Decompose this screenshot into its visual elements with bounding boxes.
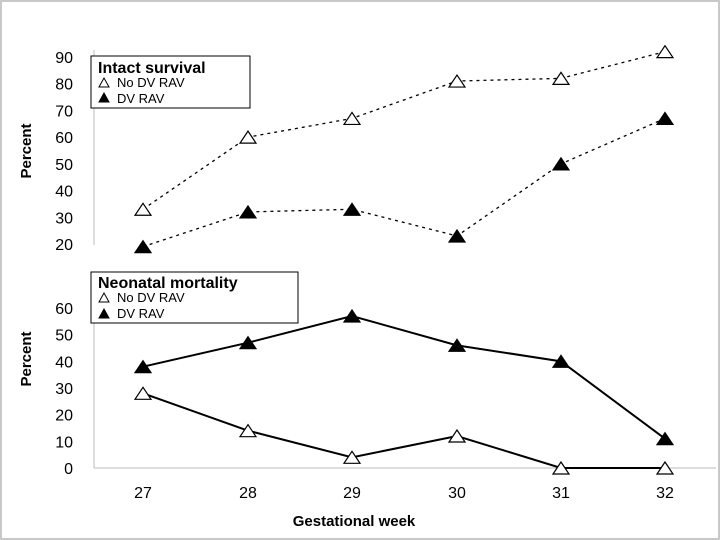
top-chart-point-dv-rav-28 [238,204,258,219]
xtick-27: 27 [134,485,152,502]
xtick-31: 31 [552,485,570,502]
top-chart-point-no-dv-rav-30 [447,73,467,88]
bottom-chart-ytick-20: 20 [55,408,73,425]
bottom-chart-ytick-30: 30 [55,381,73,398]
top-legend-open-triangle-icon [98,76,110,88]
bottom-chart-ytick-0: 0 [64,461,73,478]
bottom-chart-point-no-dv-rav-27 [133,386,153,400]
top-chart-point-no-dv-rav-28 [238,130,258,144]
xtick-30: 30 [448,485,466,502]
x-axis-label: Gestational week [293,513,416,530]
top-chart-ytick-80: 80 [55,77,73,94]
bottom-chart-ytick-10: 10 [55,434,73,451]
bottom-legend-box [90,271,299,324]
top-legend-title: Intact survival [98,60,206,77]
top-legend-item-dv-rav: DV RAV [117,91,165,106]
top-chart-ytick-30: 30 [55,210,73,227]
top-chart-ytick-90: 90 [55,50,73,67]
top-chart-legend: Intact survival No DV RAV DV RAV [90,55,251,109]
top-chart-line-dv-rav [142,117,666,248]
top-chart-ylabel: Percent [18,123,35,178]
top-chart-point-no-dv-rav-29 [342,111,362,126]
bottom-chart-legend: Neonatal mortality No DV RAV DV RAV [90,271,299,324]
top-chart-ytick-60: 60 [55,130,73,147]
top-legend-filled-triangle-icon [98,91,110,103]
top-legend-box [90,55,251,109]
xtick-28: 28 [239,485,257,502]
bottom-chart-ylabel: Percent [18,331,35,386]
bottom-legend-item-no-dv-rav: No DV RAV [117,290,185,305]
top-chart-point-no-dv-rav-32 [655,44,675,59]
bottom-chart-point-dv-rav-32 [655,431,675,446]
bottom-legend-open-triangle-icon [98,291,110,303]
bottom-chart-line-no-dv-rav [142,392,665,469]
top-chart-point-no-dv-rav-27 [133,202,153,216]
top-chart-point-dv-rav-31 [551,156,571,171]
bottom-chart-point-no-dv-rav-31 [551,460,571,475]
top-chart-ytick-20: 20 [55,237,73,254]
tick-labels: 20 30 40 50 60 70 80 90 0 10 20 30 40 50 60 27 28 29 30 31 3… [55,50,674,502]
top-chart-ytick-40: 40 [55,184,73,201]
bottom-legend-filled-triangle-icon [98,307,110,319]
top-chart-line-no-dv-rav [142,51,666,210]
top-legend-item-no-dv-rav: No DV RAV [117,75,185,90]
bottom-legend-title: Neonatal mortality [98,275,238,292]
top-chart-point-dv-rav-27 [133,239,153,254]
xtick-32: 32 [656,485,674,502]
bottom-chart-point-no-dv-rav-32 [655,460,675,475]
bottom-chart-point-no-dv-rav-30 [447,428,467,443]
bottom-legend-item-dv-rav: DV RAV [117,306,165,321]
top-chart-ytick-70: 70 [55,103,73,120]
top-chart-point-dv-rav-30 [447,228,467,243]
bottom-chart-ytick-50: 50 [55,328,73,345]
bottom-chart-point-dv-rav-27 [133,359,153,374]
bottom-chart-line-dv-rav [142,314,666,440]
top-chart-ytick-50: 50 [55,157,73,174]
bottom-chart-point-dv-rav-29 [342,308,362,323]
top-chart-point-no-dv-rav-31 [551,71,571,85]
series-lines [142,51,666,469]
bottom-chart-ytick-60: 60 [55,301,73,318]
bottom-chart-point-dv-rav-28 [238,335,258,350]
top-chart-point-dv-rav-29 [342,202,362,216]
series-markers [133,44,675,475]
bottom-chart-point-no-dv-rav-29 [342,450,362,464]
bottom-chart-point-dv-rav-31 [551,354,571,368]
bottom-chart-point-no-dv-rav-28 [238,423,258,438]
xtick-29: 29 [343,485,361,502]
top-chart-point-dv-rav-32 [655,111,675,126]
bottom-chart-point-dv-rav-30 [447,338,467,352]
bottom-chart-ytick-40: 40 [55,354,73,371]
